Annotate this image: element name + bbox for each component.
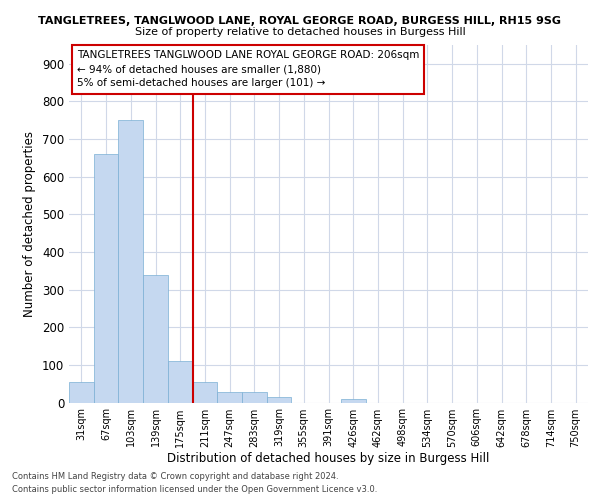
Bar <box>267 397 292 402</box>
Bar <box>94 154 118 402</box>
X-axis label: Distribution of detached houses by size in Burgess Hill: Distribution of detached houses by size … <box>167 452 490 466</box>
Bar <box>69 382 94 402</box>
Text: TANGLETREES TANGLWOOD LANE ROYAL GEORGE ROAD: 206sqm
← 94% of detached houses ar: TANGLETREES TANGLWOOD LANE ROYAL GEORGE … <box>77 50 419 88</box>
Text: Contains public sector information licensed under the Open Government Licence v3: Contains public sector information licen… <box>12 485 377 494</box>
Bar <box>118 120 143 402</box>
Text: TANGLETREES, TANGLWOOD LANE, ROYAL GEORGE ROAD, BURGESS HILL, RH15 9SG: TANGLETREES, TANGLWOOD LANE, ROYAL GEORG… <box>38 16 562 26</box>
Text: Contains HM Land Registry data © Crown copyright and database right 2024.: Contains HM Land Registry data © Crown c… <box>12 472 338 481</box>
Y-axis label: Number of detached properties: Number of detached properties <box>23 130 37 317</box>
Bar <box>193 382 217 402</box>
Bar <box>143 276 168 402</box>
Text: Size of property relative to detached houses in Burgess Hill: Size of property relative to detached ho… <box>134 27 466 37</box>
Bar <box>341 398 365 402</box>
Bar <box>217 392 242 402</box>
Bar <box>168 361 193 403</box>
Bar <box>242 392 267 402</box>
